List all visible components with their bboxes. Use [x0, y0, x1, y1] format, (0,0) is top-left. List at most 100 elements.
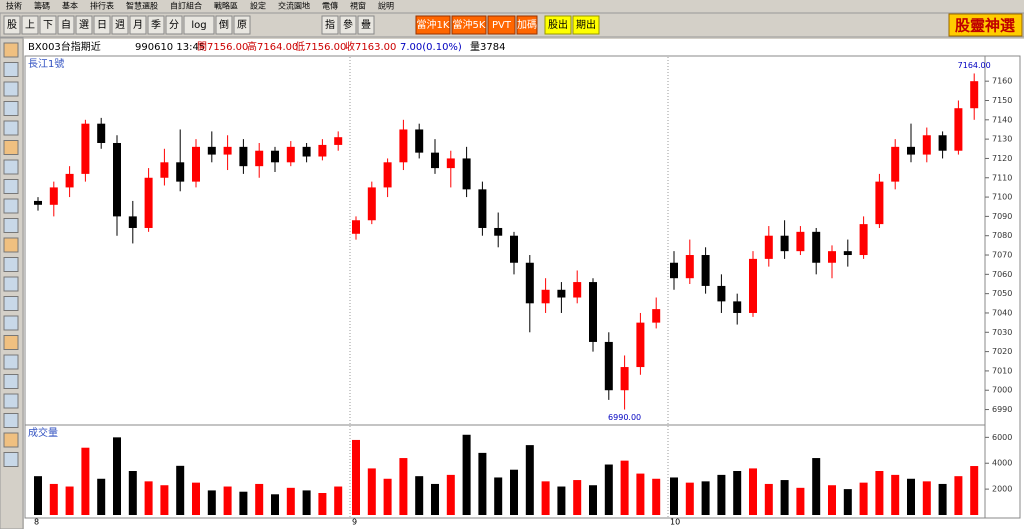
- tool-label[interactable]: 自: [61, 18, 71, 31]
- tool-icon[interactable]: [3, 62, 19, 77]
- menu-item[interactable]: 交流園地: [278, 1, 310, 11]
- info-text: BX003台指期近: [28, 40, 101, 53]
- y-tick-label: 7110: [992, 173, 1012, 182]
- tool-label[interactable]: log: [191, 20, 206, 31]
- tool-button[interactable]: [129, 15, 147, 35]
- tool-icon[interactable]: [3, 374, 19, 389]
- candle-body: [636, 322, 645, 368]
- tool-button[interactable]: [321, 15, 339, 35]
- menu-item[interactable]: 技術: [6, 1, 22, 11]
- volume-bar: [271, 494, 279, 515]
- menu-item[interactable]: 電傳: [322, 1, 338, 11]
- tool-icon[interactable]: [3, 101, 19, 116]
- candle-body: [192, 146, 200, 182]
- menu-item[interactable]: 戰略區: [214, 1, 238, 11]
- volume-bar: [891, 474, 900, 515]
- menu-item[interactable]: 說明: [378, 1, 394, 11]
- tool-icon[interactable]: [3, 237, 19, 253]
- menu-item[interactable]: 自訂組合: [170, 1, 202, 11]
- y-tick-label: 7050: [992, 289, 1012, 298]
- volume-bar: [620, 460, 629, 515]
- tool-icon[interactable]: [3, 159, 19, 175]
- candle-body: [764, 235, 773, 259]
- tool-label[interactable]: 週: [115, 19, 125, 31]
- volume-bar: [907, 478, 915, 515]
- volume-tick-label: 2000: [992, 485, 1012, 494]
- tool-button[interactable]: [147, 15, 165, 35]
- tool-label[interactable]: 上: [25, 19, 35, 31]
- menu-item[interactable]: 籌碼: [34, 1, 50, 11]
- candle-body: [717, 285, 726, 302]
- tool-label[interactable]: 分: [169, 19, 179, 31]
- tool-button[interactable]: [544, 15, 572, 35]
- tool-icon[interactable]: [3, 335, 19, 350]
- tool-button[interactable]: [415, 15, 451, 35]
- menu-item[interactable]: 智慧選股: [126, 1, 158, 11]
- menu-item[interactable]: 視窗: [350, 1, 366, 11]
- tool-icon[interactable]: [3, 81, 19, 97]
- tool-icon[interactable]: [3, 257, 19, 272]
- volume-bar: [65, 486, 74, 515]
- tool-button[interactable]: [21, 15, 39, 35]
- tool-label[interactable]: 日: [97, 20, 107, 31]
- volume-bar: [34, 476, 42, 515]
- volume-bar: [113, 437, 121, 515]
- tool-icon[interactable]: [3, 452, 19, 467]
- volume-tick-label: 4000: [992, 459, 1012, 468]
- tool-label[interactable]: 參: [343, 18, 353, 31]
- tool-icon[interactable]: [3, 413, 19, 428]
- tool-button[interactable]: [57, 15, 75, 35]
- tool-label[interactable]: 股出: [548, 18, 568, 31]
- tool-button[interactable]: [111, 15, 129, 35]
- tool-button[interactable]: [39, 15, 57, 35]
- tool-button[interactable]: [183, 15, 215, 35]
- tool-icon[interactable]: [3, 42, 19, 58]
- tool-icon[interactable]: [3, 120, 19, 136]
- tool-icon[interactable]: [3, 198, 19, 214]
- tool-label[interactable]: 期出: [576, 18, 596, 31]
- tool-button[interactable]: [75, 15, 93, 35]
- candle-body: [670, 262, 678, 279]
- menu-item[interactable]: 基本: [62, 1, 78, 11]
- menu-item[interactable]: 排行表: [90, 1, 114, 11]
- tool-icon[interactable]: [3, 315, 19, 331]
- tool-icon[interactable]: [3, 218, 19, 233]
- tool-button[interactable]: [572, 15, 600, 35]
- tool-icon[interactable]: [3, 179, 19, 194]
- tool-icon[interactable]: [3, 432, 19, 448]
- tool-button[interactable]: [215, 15, 233, 35]
- tool-label[interactable]: 月: [133, 19, 143, 31]
- tool-button[interactable]: [451, 15, 487, 35]
- tool-button[interactable]: [233, 15, 251, 35]
- tool-button[interactable]: [165, 15, 183, 35]
- tool-button[interactable]: [339, 15, 357, 35]
- tool-label[interactable]: 當沖5K: [453, 18, 486, 31]
- tool-label[interactable]: 原: [237, 19, 247, 31]
- volume-bar: [780, 480, 789, 515]
- tool-label[interactable]: 加碼: [517, 19, 537, 31]
- tool-label[interactable]: 選: [79, 18, 89, 31]
- tool-icon[interactable]: [3, 354, 19, 370]
- tool-button[interactable]: [357, 15, 375, 35]
- tool-label[interactable]: 季: [151, 19, 161, 31]
- tool-button[interactable]: [3, 15, 21, 35]
- volume-bar: [462, 434, 471, 515]
- tool-icon[interactable]: [3, 276, 19, 292]
- tool-icon[interactable]: [3, 140, 19, 155]
- candle-body: [604, 341, 613, 391]
- tool-label[interactable]: 倒: [219, 19, 229, 31]
- tool-label[interactable]: 當沖1K: [417, 18, 450, 31]
- menu-item[interactable]: 設定: [250, 1, 266, 11]
- tool-button[interactable]: [93, 15, 111, 35]
- tool-label[interactable]: PVT: [492, 20, 512, 31]
- tool-label[interactable]: 下: [43, 20, 53, 31]
- tool-label[interactable]: 指: [325, 18, 335, 31]
- tool-button[interactable]: [487, 15, 516, 35]
- tool-button[interactable]: [516, 15, 538, 35]
- tool-label[interactable]: 股: [7, 19, 17, 31]
- tool-label[interactable]: 疊: [361, 19, 371, 31]
- tool-icon[interactable]: [3, 393, 19, 409]
- tool-icon[interactable]: [3, 296, 19, 311]
